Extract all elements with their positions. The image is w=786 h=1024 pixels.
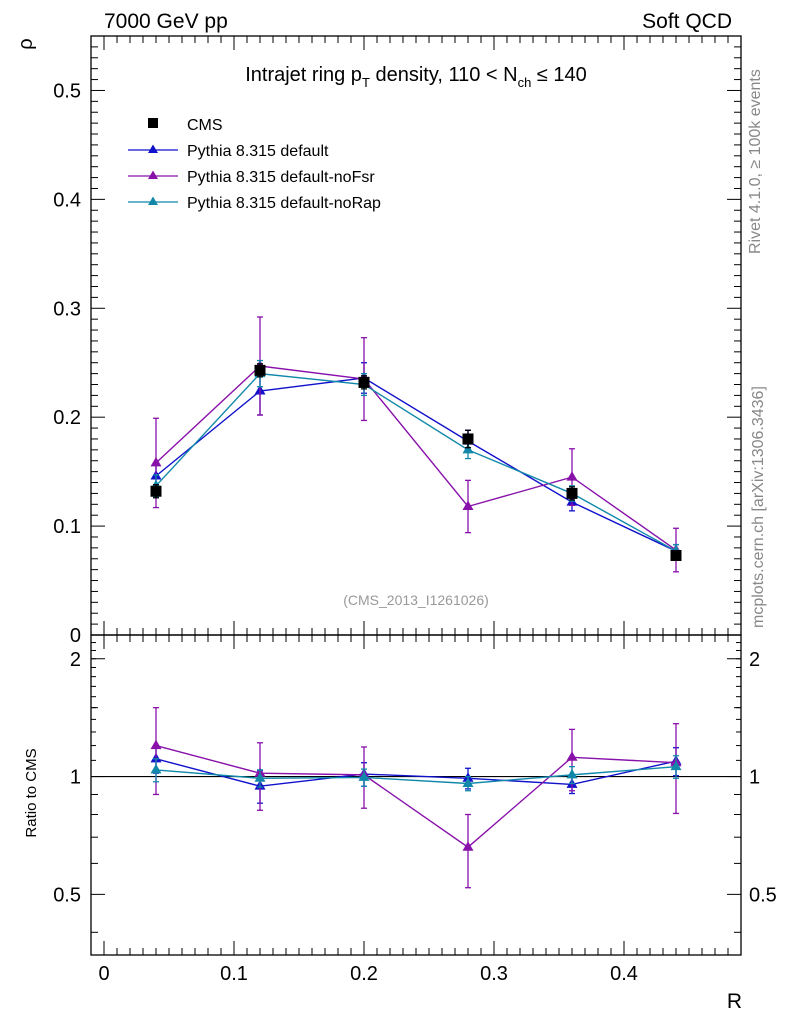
rivet-version-label: Rivet 4.1.0, ≥ 100k events <box>747 69 764 254</box>
legend-marker-nofsr <box>148 170 158 179</box>
main-point-pythia-8-315-default-norap <box>462 443 474 454</box>
x-tick-label: 0.2 <box>350 963 378 985</box>
legend-entry-default: Pythia 8.315 default <box>128 143 329 160</box>
x-axis-label: R <box>727 990 742 1013</box>
legend-marker-default <box>148 144 158 153</box>
ratio-y-axis-label: Ratio to CMS <box>23 748 40 837</box>
main-y-tick-label: 0.1 <box>53 516 81 538</box>
legend: CMS Pythia 8.315 default Pythia 8.315 de… <box>128 117 381 212</box>
main-y-tick-label: 0.2 <box>53 407 81 429</box>
ratio-frame <box>90 634 742 956</box>
main-line-pythia-8-315-default <box>155 377 677 552</box>
legend-marker-norap <box>148 196 158 205</box>
main-point-pythia-8-315-default-nofsr <box>150 456 162 467</box>
legend-label-cms: CMS <box>187 117 223 134</box>
main-point-pythia-8-315-default-nofsr <box>566 471 578 481</box>
ratio-y-tick-label: 2 <box>70 649 81 671</box>
main-point-cms <box>254 364 266 376</box>
x-tick-label: 0 <box>98 963 109 985</box>
main-y-tick-label: 0.4 <box>53 189 81 211</box>
title-part-b: density, 110 < N <box>370 64 518 86</box>
legend-label-nofsr: Pythia 8.315 default-noFsr <box>187 169 375 186</box>
title-part-c: ≤ 140 <box>531 64 586 86</box>
main-y-axis-label: ρ <box>15 38 37 49</box>
chart-title: Intrajet ring pT density, 110 < Nch ≤ 14… <box>245 64 587 90</box>
main-point-cms <box>462 433 474 445</box>
x-tick-label: 0.3 <box>480 963 508 985</box>
ratio-point-pythia-8-315-default-norap <box>566 768 578 779</box>
title-sub-t: T <box>362 75 370 90</box>
ratio-y-tick-label: 1 <box>70 767 81 789</box>
header-right: Soft QCD <box>642 10 732 33</box>
title-sub-ch: ch <box>518 75 532 90</box>
ratio-line-pythia-8-315-default-nofsr <box>155 744 677 849</box>
ratio-y-tick-label-right: 2 <box>749 649 760 671</box>
ratio-line-pythia-8-315-default-norap <box>155 765 677 785</box>
ratio-point-pythia-8-315-default-norap <box>254 772 266 782</box>
ratio-point-pythia-8-315-default-norap <box>150 763 162 774</box>
x-tick-label: 0.1 <box>220 963 248 985</box>
ratio-point-pythia-8-315-default-nofsr <box>462 841 474 851</box>
main-y-tick-label: 0 <box>70 625 81 647</box>
ratio-point-pythia-8-315-default-nofsr <box>566 751 578 761</box>
analysis-watermark: (CMS_2013_I1261026) <box>343 592 489 608</box>
main-point-cms <box>358 376 370 388</box>
ratio-y-tick-label-right: 1 <box>749 767 760 789</box>
main-plot: 0 0.1 0.2 0.3 0.4 0.5 <box>53 35 742 647</box>
legend-entry-nofsr: Pythia 8.315 default-noFsr <box>128 169 375 186</box>
main-line-pythia-8-315-default-nofsr <box>155 365 677 551</box>
legend-label-norap: Pythia 8.315 default-noRap <box>187 195 381 212</box>
main-point-cms <box>150 485 162 497</box>
ratio-point-pythia-8-315-default-norap <box>462 777 474 788</box>
ratio-point-pythia-8-315-default-norap <box>358 771 370 781</box>
legend-marker-cms <box>148 118 158 128</box>
legend-entry-cms: CMS <box>148 117 223 134</box>
main-y-tick-label: 0.3 <box>53 298 81 320</box>
ratio-y-tick-label: 0.5 <box>53 884 81 906</box>
main-point-pythia-8-315-default-nofsr <box>462 500 474 510</box>
ratio-y-tick-label-right: 0.5 <box>749 884 777 906</box>
header-left: 7000 GeV pp <box>104 10 228 33</box>
main-point-cms <box>566 487 578 499</box>
ratio-plot: 0.5 0.5 1 1 2 2 0 0.1 0.2 0.3 0.4 <box>53 634 777 985</box>
main-line-pythia-8-315-default-norap <box>155 372 677 552</box>
legend-entry-norap: Pythia 8.315 default-noRap <box>128 195 381 212</box>
x-tick-label: 0.4 <box>610 963 638 985</box>
title-part-a: Intrajet ring p <box>245 64 362 86</box>
mcplots-reference-label: mcplots.cern.ch [arXiv:1306.3436] <box>750 386 767 628</box>
legend-label-default: Pythia 8.315 default <box>187 143 329 160</box>
main-y-tick-label: 0.5 <box>53 80 81 102</box>
ratio-point-pythia-8-315-default-norap <box>670 760 682 771</box>
main-point-cms <box>670 549 682 561</box>
ratio-point-pythia-8-315-default-nofsr <box>150 739 162 750</box>
ratio-line-pythia-8-315-default <box>155 758 677 787</box>
